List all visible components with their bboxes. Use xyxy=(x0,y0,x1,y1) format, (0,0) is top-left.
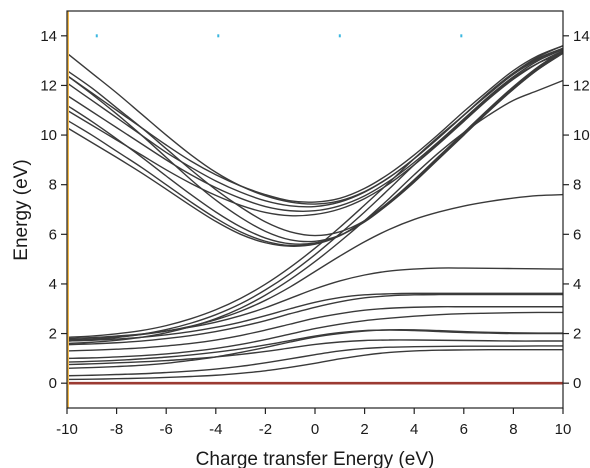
series-line-8 xyxy=(66,293,564,346)
marker-2 xyxy=(217,34,220,38)
marker-4 xyxy=(460,34,463,38)
y-tick-label-left: 14 xyxy=(40,28,57,45)
series-line-12 xyxy=(66,79,564,345)
y-tick-label-right: 10 xyxy=(573,127,590,144)
plot-background xyxy=(67,11,563,408)
marker-3 xyxy=(338,34,341,38)
series-line-1 xyxy=(66,348,563,381)
series-line-18 xyxy=(66,50,564,217)
y-ticks: 0 2 4 6 8 10 12 14 0 2 4 6 8 10 12 14 xyxy=(40,28,589,392)
series-line-20 xyxy=(66,52,564,243)
y-axis-title: Energy (eV) xyxy=(11,159,32,260)
y-tick-label-right: 6 xyxy=(573,226,581,243)
x-tick-label: 0 xyxy=(311,421,319,438)
y-tick-label-right: 2 xyxy=(573,326,581,343)
x-tick-label: -6 xyxy=(160,421,173,438)
y-tick-label-left: 12 xyxy=(40,77,57,94)
x-tick-label: -10 xyxy=(56,421,78,438)
y-tick-label-left: 4 xyxy=(49,276,57,293)
series-line-7 xyxy=(66,306,563,352)
series-line-13 xyxy=(66,52,564,342)
y-tick-label-left: 0 xyxy=(49,375,57,392)
y-tick-label-right: 12 xyxy=(573,77,590,94)
series-line-6 xyxy=(66,311,564,360)
series-line-3 xyxy=(66,339,563,366)
series-layer xyxy=(66,45,564,381)
series-line-17 xyxy=(66,48,564,213)
marker-layer xyxy=(95,34,463,38)
marker-1 xyxy=(95,34,98,38)
series-line-5 xyxy=(66,329,564,369)
series-line-4 xyxy=(66,329,563,363)
y-tick-label-left: 10 xyxy=(40,127,57,144)
series-line-23 xyxy=(66,50,564,247)
x-tick-label: -8 xyxy=(110,421,123,438)
x-axis-title: Charge transfer Energy (eV) xyxy=(196,449,435,468)
y-tick-label-right: 8 xyxy=(573,177,581,194)
x-tick-label: -4 xyxy=(209,421,222,438)
x-tick-label: 4 xyxy=(410,421,418,438)
y-tick-label-right: 14 xyxy=(573,28,590,45)
x-ticks: -10 -8 -6 -4 -2 0 2 4 6 8 10 xyxy=(56,408,571,438)
y-tick-label-right: 4 xyxy=(573,276,581,293)
series-line-24 xyxy=(66,45,564,205)
series-line-2 xyxy=(66,345,564,377)
y-tick-label-left: 8 xyxy=(49,177,57,194)
x-tick-label: 10 xyxy=(555,421,572,438)
x-tick-label: 2 xyxy=(360,421,368,438)
y-tick-label-right: 0 xyxy=(573,375,581,392)
x-tick-label: -2 xyxy=(259,421,272,438)
y-tick-label-left: 6 xyxy=(49,226,57,243)
x-tick-label: 8 xyxy=(509,421,517,438)
series-line-15 xyxy=(66,45,564,203)
x-tick-label: 6 xyxy=(460,421,468,438)
y-tick-label-left: 2 xyxy=(49,326,57,343)
